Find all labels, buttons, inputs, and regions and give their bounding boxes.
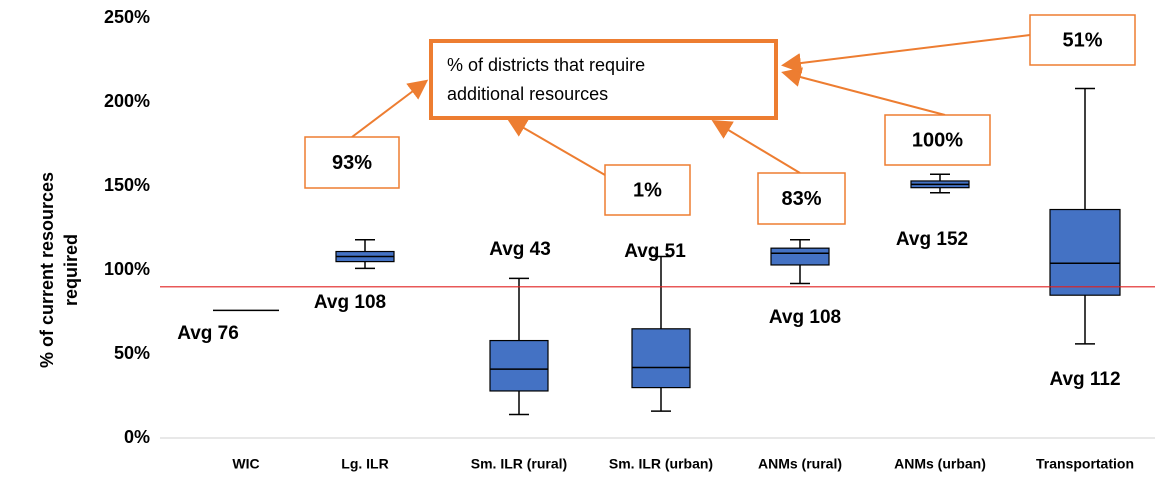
x-tick-label: ANMs (rural) <box>758 456 842 472</box>
share-label: 83% <box>781 188 821 210</box>
box <box>631 328 691 389</box>
arrow <box>781 67 946 116</box>
arrow <box>711 119 801 174</box>
callout-text: additional resources <box>447 84 608 104</box>
avg-label: Avg 43 <box>489 239 551 260</box>
share-box <box>884 114 991 166</box>
share-box <box>1029 14 1136 66</box>
box <box>489 339 549 392</box>
x-tick-label: Lg. ILR <box>341 456 388 472</box>
x-tick-label: WIC <box>232 456 259 472</box>
x-tick-label: Sm. ILR (rural) <box>471 456 567 472</box>
share-label: 93% <box>332 152 372 174</box>
y-axis-label: required <box>61 234 81 306</box>
x-tick-label: Transportation <box>1036 456 1134 472</box>
avg-label: Avg 152 <box>896 229 968 250</box>
share-label: 51% <box>1062 29 1102 51</box>
share-label: 100% <box>912 129 963 151</box>
share-box <box>304 136 400 189</box>
x-tick-label: Sm. ILR (urban) <box>609 456 713 472</box>
avg-label: Avg 108 <box>314 292 386 313</box>
share-label: 1% <box>633 179 662 201</box>
y-tick-label: 50% <box>114 343 150 363</box>
box <box>770 247 830 266</box>
y-axis-label: % of current resources <box>37 172 57 368</box>
callout-box <box>429 39 778 120</box>
share-box <box>604 164 691 216</box>
y-tick-label: 250% <box>104 7 150 27</box>
share-box <box>757 172 846 225</box>
callout-text: % of districts that require <box>447 55 645 75</box>
y-tick-label: 150% <box>104 175 150 195</box>
arrow <box>781 34 1031 73</box>
avg-label: Avg 112 <box>1049 369 1120 390</box>
y-tick-label: 100% <box>104 259 150 279</box>
avg-label: Avg 108 <box>769 307 841 328</box>
box <box>1049 208 1121 296</box>
y-tick-label: 0% <box>124 427 150 447</box>
avg-label: Avg 51 <box>624 241 686 262</box>
y-tick-label: 200% <box>104 91 150 111</box>
x-tick-label: ANMs (urban) <box>894 456 986 472</box>
arrow <box>351 79 429 138</box>
arrow <box>506 117 606 176</box>
avg-label: Avg 76 <box>177 323 239 344</box>
